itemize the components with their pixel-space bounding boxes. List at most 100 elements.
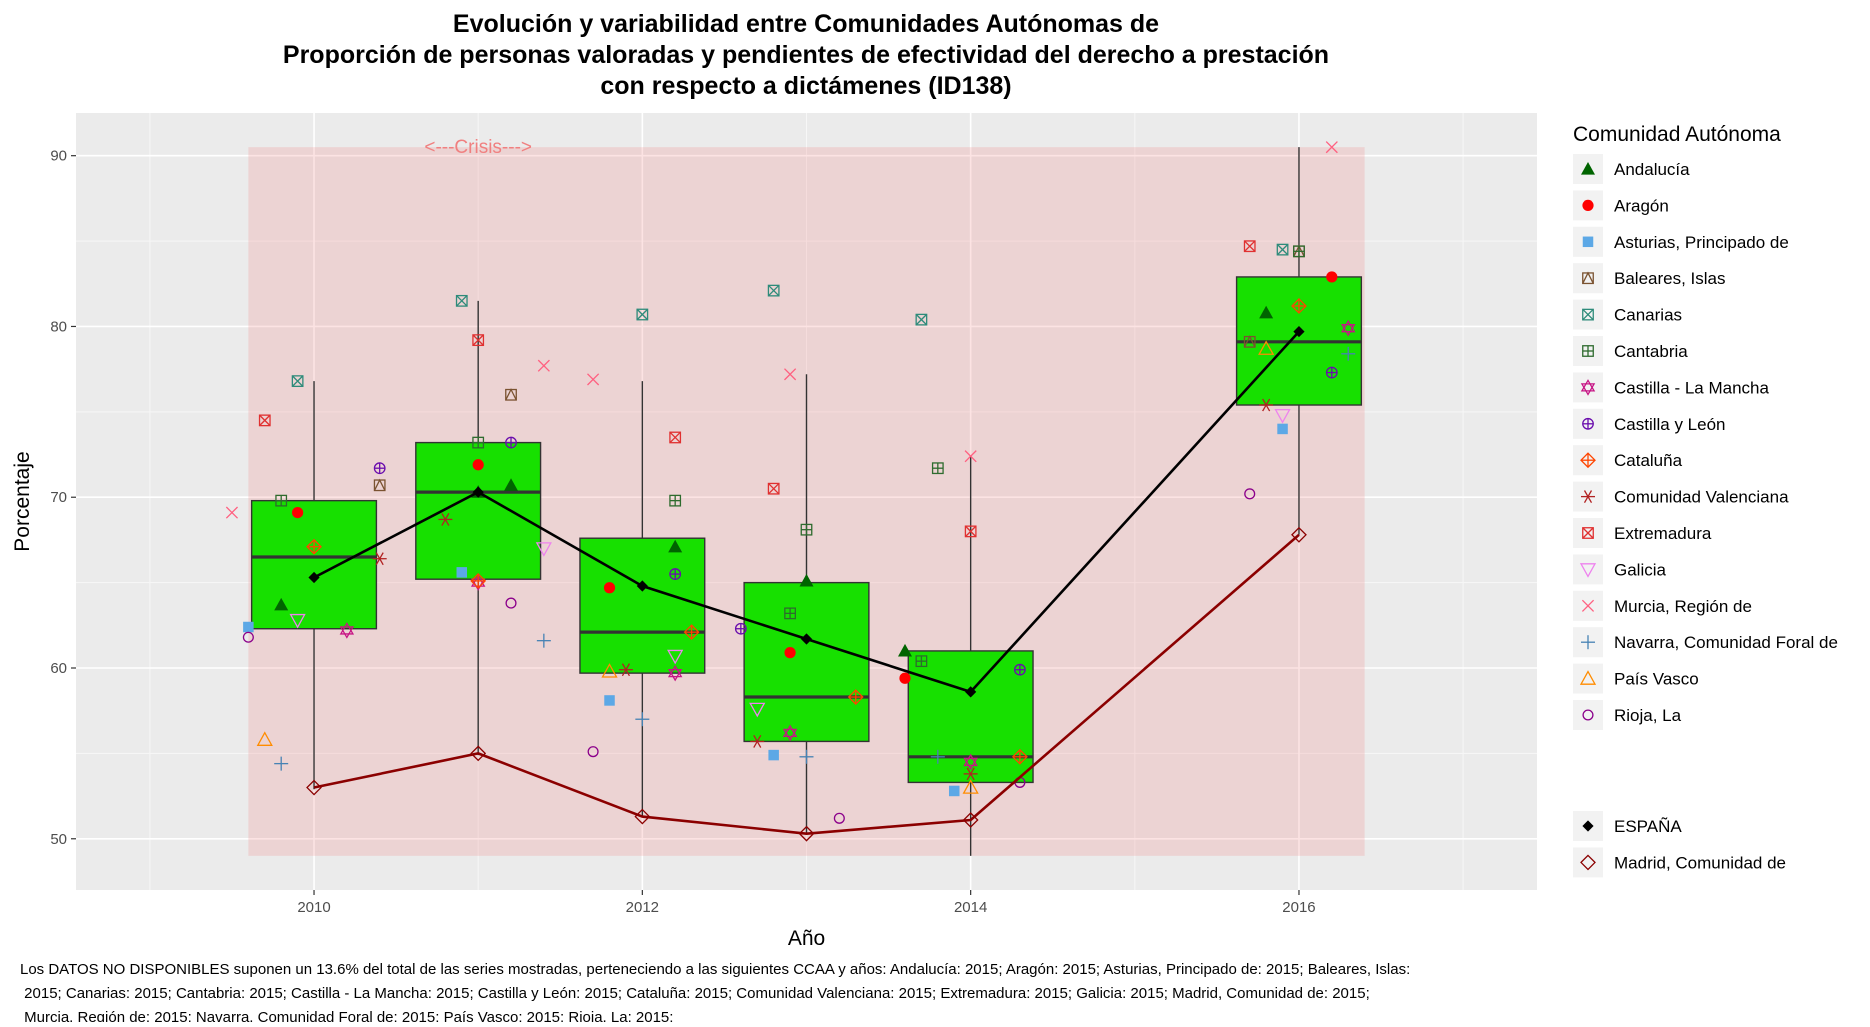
point-castilla-y-leon xyxy=(669,568,682,580)
line-point-madrid-comunidad-de xyxy=(1291,526,1307,543)
line-path-madrid-comunidad-de xyxy=(313,533,1300,835)
legend-label: Comunidad Valenciana xyxy=(1614,488,1789,507)
point-canarias xyxy=(767,284,780,297)
footnote-line: Murcia, Región de: 2015; Navarra, Comuni… xyxy=(20,1009,673,1022)
footnote-line: 2015; Canarias: 2015; Cantabria: 2015; C… xyxy=(20,985,1370,1002)
point-castilla-la-mancha xyxy=(667,664,683,682)
series-aragon xyxy=(292,271,1338,684)
legend-key xyxy=(1573,372,1603,403)
legend-label: Canarias xyxy=(1614,306,1682,325)
point-comunidad-valenciana xyxy=(1259,398,1274,412)
point-murcia-region-de xyxy=(225,506,239,519)
point-asturias-principado-de xyxy=(604,695,615,706)
line-espana xyxy=(308,325,1305,698)
legend: Comunidad Autónoma Andalucía Aragón Asturia… xyxy=(1573,123,1838,878)
crisis-label: <---Crisis---> xyxy=(424,137,532,158)
point-extremadura xyxy=(767,482,780,495)
ccaa-points xyxy=(225,141,1356,824)
legend-item-baleares-islas: Baleares, Islas xyxy=(1573,263,1726,294)
legend-label: Cantabria xyxy=(1614,342,1688,361)
legend-marker xyxy=(1580,854,1596,871)
point-comunidad-valenciana xyxy=(618,663,633,677)
y-tick-label: 70 xyxy=(50,489,67,506)
legend-key xyxy=(1573,847,1603,878)
point-navarra-comunidad-foral-de xyxy=(635,712,650,727)
box-body xyxy=(579,537,706,674)
point-pais-vasco xyxy=(1258,340,1275,355)
legend-item-andalucia: Andalucía xyxy=(1573,154,1690,184)
point-castilla-y-leon xyxy=(1325,366,1338,379)
point-extremadura xyxy=(964,525,977,538)
legend-label: Andalucía xyxy=(1614,160,1690,179)
legend-marker xyxy=(1580,379,1596,396)
point-asturias-principado-de xyxy=(456,567,468,578)
line-point-espana xyxy=(636,580,648,592)
point-pais-vasco xyxy=(962,779,979,794)
legend-item-espana: ESPAÑA xyxy=(1573,811,1682,841)
point-castilla-la-mancha xyxy=(963,753,978,771)
legend-item-aragon: Aragón xyxy=(1573,190,1669,221)
point-galicia xyxy=(749,702,766,718)
line-point-espana xyxy=(472,486,484,498)
point-comunidad-valenciana xyxy=(438,513,453,526)
legend-marker xyxy=(1582,709,1594,721)
legend-label: Castilla y León xyxy=(1614,415,1726,434)
legend-marker xyxy=(1581,599,1595,612)
point-galicia xyxy=(289,613,306,629)
point-murcia-region-de xyxy=(587,373,600,386)
point-comunidad-valenciana xyxy=(750,735,765,748)
legend-marker xyxy=(1581,490,1595,504)
series-andalucia xyxy=(274,305,1274,657)
legend-label: Baleares, Islas xyxy=(1614,269,1726,288)
legend-marker xyxy=(1579,563,1597,578)
legend-label: Navarra, Comunidad Foral de xyxy=(1614,633,1838,652)
legend-marker xyxy=(1582,345,1594,357)
legend-item-pais-vasco: País Vasco xyxy=(1573,663,1699,694)
legend-key xyxy=(1573,554,1603,585)
point-rioja-la xyxy=(587,746,599,758)
point-rioja-la xyxy=(833,812,845,824)
legend-label: Cataluña xyxy=(1614,451,1683,470)
point-extremadura xyxy=(669,431,682,444)
point-cataluna xyxy=(1011,748,1028,765)
legend-item-rioja-la: Rioja, La xyxy=(1573,700,1682,730)
point-canarias xyxy=(1276,243,1289,256)
point-andalucia xyxy=(668,539,683,553)
series-extremadura xyxy=(258,240,1256,538)
point-navarra-comunidad-foral-de xyxy=(536,633,551,648)
footnote: Los DATOS NO DISPONIBLES suponen un 13.6… xyxy=(20,961,1410,1026)
legend-marker xyxy=(1582,199,1594,211)
point-baleares-islas xyxy=(1243,335,1256,348)
line-point-madrid-comunidad-de xyxy=(798,825,815,842)
legend-item-cantabria: Cantabria xyxy=(1573,336,1688,366)
series-cantabria xyxy=(275,245,1305,668)
legend-marker xyxy=(1582,527,1594,539)
legend-item-navarra-comunidad-foral-de: Navarra, Comunidad Foral de xyxy=(1573,627,1838,658)
point-aragon xyxy=(472,459,484,471)
legend-label: Asturias, Principado de xyxy=(1614,233,1789,252)
point-comunidad-valenciana xyxy=(963,767,978,781)
box-2013 xyxy=(743,374,870,834)
x-tick-label: 2010 xyxy=(297,899,330,916)
line-point-madrid-comunidad-de xyxy=(470,745,487,762)
point-galicia xyxy=(667,649,684,665)
point-navarra-comunidad-foral-de xyxy=(274,756,289,771)
line-point-madrid-comunidad-de xyxy=(634,808,651,825)
y-axis-label: Porcentaje xyxy=(11,451,34,551)
legend-key xyxy=(1573,263,1603,294)
box-2010 xyxy=(250,381,378,790)
box-body xyxy=(250,499,378,630)
point-canarias xyxy=(915,313,928,326)
chart-title-line: Evolución y variabilidad entre Comunidad… xyxy=(453,10,1159,38)
legend-title: Comunidad Autónoma xyxy=(1573,123,1781,146)
series-castilla-y-leon xyxy=(373,366,1338,676)
legend-item-madrid-comunidad-de: Madrid, Comunidad de xyxy=(1573,847,1786,878)
legend-label: Galicia xyxy=(1614,560,1667,579)
chart-title: Evolución y variabilidad entre Comunidad… xyxy=(283,10,1329,100)
box-body xyxy=(743,581,870,743)
legend-label: ESPAÑA xyxy=(1614,817,1682,836)
point-cataluna xyxy=(306,538,322,555)
point-extremadura xyxy=(258,414,271,427)
